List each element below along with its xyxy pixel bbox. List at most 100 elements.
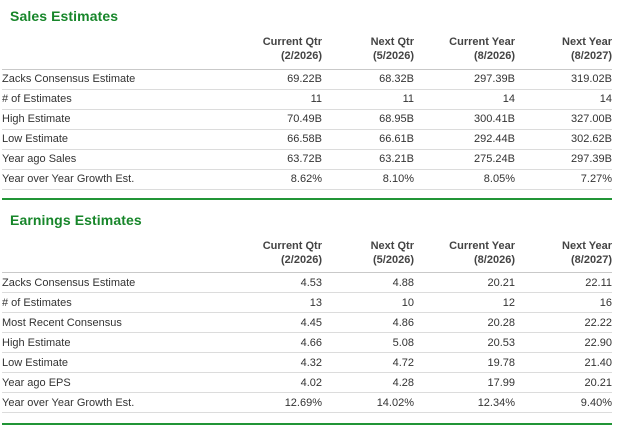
column-header-label: Next Qtr: [370, 36, 414, 48]
section-divider: [2, 197, 612, 200]
row-value: 4.88: [322, 272, 414, 294]
table-row: Most Recent Consensus 4.45 4.86 20.28 22…: [2, 312, 612, 334]
column-header-date: (8/2027): [571, 253, 612, 266]
row-value: 4.72: [322, 352, 414, 374]
row-value: 66.58B: [229, 129, 322, 150]
column-header-current-qtr: Current Qtr (2/2026): [229, 236, 322, 274]
row-value: 11: [322, 89, 414, 110]
row-value: 20.53: [414, 332, 515, 354]
row-value: 19.78: [414, 352, 515, 374]
column-header-date: (5/2026): [373, 50, 414, 63]
table-row: Year ago EPS 4.02 4.28 17.99 20.21: [2, 372, 612, 394]
row-value: 8.62%: [229, 169, 322, 190]
sales-estimates-table: Current Qtr (2/2026) Next Qtr (5/2026) C…: [2, 33, 612, 190]
row-label: Zacks Consensus Estimate: [2, 272, 229, 294]
row-value: 20.21: [515, 372, 612, 394]
row-value: 5.08: [322, 332, 414, 354]
column-header-label: Next Year: [562, 239, 612, 252]
row-value: 297.39B: [414, 69, 515, 90]
row-value: 8.05%: [414, 169, 515, 190]
column-header-label: Next Qtr: [370, 239, 414, 252]
row-label: High Estimate: [2, 109, 229, 130]
row-value: 12: [414, 292, 515, 314]
earnings-header-row: Current Qtr (2/2026) Next Qtr (5/2026) C…: [2, 236, 612, 274]
column-header-date: (5/2026): [373, 253, 414, 266]
row-value: 302.62B: [515, 129, 612, 150]
column-header-next-qtr: Next Qtr (5/2026): [322, 236, 414, 274]
row-value: 22.22: [515, 312, 612, 334]
estimates-page: Sales Estimates Current Qtr (2/2026) Nex…: [0, 8, 620, 425]
row-label: Low Estimate: [2, 352, 229, 374]
sales-header-spacer: [2, 33, 229, 70]
table-row: Zacks Consensus Estimate 4.53 4.88 20.21…: [2, 272, 612, 294]
row-value: 10: [322, 292, 414, 314]
column-header-date: (8/2027): [571, 50, 612, 63]
column-header-next-year: Next Year (8/2027): [515, 236, 612, 274]
row-value: 22.11: [515, 272, 612, 294]
row-label: High Estimate: [2, 332, 229, 354]
row-value: 300.41B: [414, 109, 515, 130]
row-value: 8.10%: [322, 169, 414, 190]
column-header-label: Current Year: [449, 36, 515, 48]
row-value: 7.27%: [515, 169, 612, 190]
row-value: 4.45: [229, 312, 322, 334]
row-value: 13: [229, 292, 322, 314]
row-value: 4.02: [229, 372, 322, 394]
table-row: # of Estimates 13 10 12 16: [2, 292, 612, 314]
row-value: 69.22B: [229, 69, 322, 90]
column-header-label: Current Year: [449, 239, 515, 252]
column-header-date: (2/2026): [281, 50, 322, 63]
row-value: 70.49B: [229, 109, 322, 130]
row-label: Most Recent Consensus: [2, 312, 229, 334]
row-value: 66.61B: [322, 129, 414, 150]
table-row: # of Estimates 11 11 14 14: [2, 89, 612, 110]
row-value: 319.02B: [515, 69, 612, 90]
row-value: 4.53: [229, 272, 322, 294]
row-value: 63.72B: [229, 149, 322, 170]
row-value: 297.39B: [515, 149, 612, 170]
column-header-current-year: Current Year (8/2026): [414, 236, 515, 274]
row-value: 22.90: [515, 332, 612, 354]
table-row: Year over Year Growth Est. 8.62% 8.10% 8…: [2, 169, 612, 190]
row-value: 68.95B: [322, 109, 414, 130]
row-value: 17.99: [414, 372, 515, 394]
row-value: 16: [515, 292, 612, 314]
row-value: 14: [515, 89, 612, 110]
row-label: Low Estimate: [2, 129, 229, 150]
row-value: 12.69%: [229, 392, 322, 414]
table-row: Year over Year Growth Est. 12.69% 14.02%…: [2, 392, 612, 414]
table-row: Year ago Sales 63.72B 63.21B 275.24B 297…: [2, 149, 612, 170]
row-value: 12.34%: [414, 392, 515, 414]
table-row: Low Estimate 66.58B 66.61B 292.44B 302.6…: [2, 129, 612, 150]
table-row: High Estimate 70.49B 68.95B 300.41B 327.…: [2, 109, 612, 130]
table-row: High Estimate 4.66 5.08 20.53 22.90: [2, 332, 612, 354]
column-header-next-year: Next Year (8/2027): [515, 33, 612, 70]
row-label: Year ago EPS: [2, 372, 229, 394]
row-value: 20.28: [414, 312, 515, 334]
sales-estimates-title: Sales Estimates: [10, 8, 119, 24]
row-value: 292.44B: [414, 129, 515, 150]
table-row: Zacks Consensus Estimate 69.22B 68.32B 2…: [2, 69, 612, 90]
row-value: 4.32: [229, 352, 322, 374]
row-label: Zacks Consensus Estimate: [2, 69, 229, 90]
row-label: Year over Year Growth Est.: [2, 169, 229, 190]
row-label: Year ago Sales: [2, 149, 229, 170]
row-value: 14.02%: [322, 392, 414, 414]
column-header-label: Current Qtr: [262, 36, 322, 48]
row-value: 63.21B: [322, 149, 414, 170]
row-value: 275.24B: [414, 149, 515, 170]
row-value: 21.40: [515, 352, 612, 374]
row-value: 4.86: [322, 312, 414, 334]
column-header-date: (8/2026): [474, 50, 515, 63]
row-label: # of Estimates: [2, 292, 229, 314]
row-value: 4.66: [229, 332, 322, 354]
column-header-date: (2/2026): [281, 253, 322, 266]
column-header-next-qtr: Next Qtr (5/2026): [322, 33, 414, 70]
table-row: Low Estimate 4.32 4.72 19.78 21.40: [2, 352, 612, 374]
row-value: 20.21: [414, 272, 515, 294]
earnings-estimates-table: Current Qtr (2/2026) Next Qtr (5/2026) C…: [2, 236, 612, 414]
row-label: # of Estimates: [2, 89, 229, 110]
column-header-label: Next Year: [562, 36, 612, 48]
row-label: Year over Year Growth Est.: [2, 392, 229, 414]
row-value: 327.00B: [515, 109, 612, 130]
